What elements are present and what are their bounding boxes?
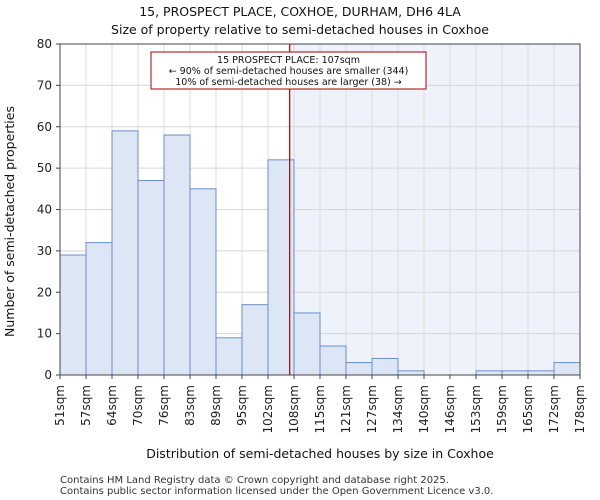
y-tick-label-80: 80 <box>37 37 52 51</box>
annotation-line-2: ← 90% of semi-detached houses are smalle… <box>169 66 409 77</box>
bar-70sqm <box>137 180 165 376</box>
y-tick-label-10: 10 <box>37 327 52 341</box>
y-tick-label-0: 0 <box>44 368 52 382</box>
x-tick-label-102sqm: 102sqm <box>261 385 275 433</box>
bar-165sqm <box>527 370 555 376</box>
bar-121sqm <box>345 362 373 376</box>
y-tick-label-30: 30 <box>37 244 52 258</box>
bar-127sqm <box>371 357 399 376</box>
bar-172sqm <box>553 362 581 376</box>
x-tick-label-108sqm: 108sqm <box>287 385 301 433</box>
x-tick-label-134sqm: 134sqm <box>391 385 405 433</box>
bar-153sqm <box>475 370 503 376</box>
y-tick-label-70: 70 <box>37 78 52 92</box>
x-tick-label-70sqm: 70sqm <box>131 385 145 426</box>
bar-51sqm <box>59 254 87 376</box>
x-tick-label-57sqm: 57sqm <box>79 385 93 426</box>
annotation-line-3: 10% of semi-detached houses are larger (… <box>175 77 402 88</box>
bar-76sqm <box>163 134 191 376</box>
chart-subtitle: Size of property relative to semi-detach… <box>111 22 489 37</box>
x-tick-label-51sqm: 51sqm <box>53 385 67 426</box>
x-tick-label-165sqm: 165sqm <box>521 385 535 433</box>
bar-159sqm <box>501 370 529 376</box>
x-tick-label-159sqm: 159sqm <box>495 385 509 433</box>
bar-89sqm <box>215 337 243 376</box>
x-axis-title: Distribution of semi-detached houses by … <box>146 446 494 461</box>
chart-title: 15, PROSPECT PLACE, COXHOE, DURHAM, DH6 … <box>139 4 461 19</box>
bar-83sqm <box>189 188 217 376</box>
footer-copyright: Contains HM Land Registry data © Crown c… <box>60 475 449 486</box>
y-tick-label-20: 20 <box>37 285 52 299</box>
x-tick-label-89sqm: 89sqm <box>209 385 223 426</box>
x-tick-label-127sqm: 127sqm <box>365 385 379 433</box>
y-tick-label-40: 40 <box>37 203 52 217</box>
bar-134sqm <box>397 370 425 376</box>
x-tick-label-153sqm: 153sqm <box>469 385 483 433</box>
annotation-box <box>150 51 427 90</box>
bar-95sqm <box>241 304 269 376</box>
annotation-line-1: 15 PROSPECT PLACE: 107sqm <box>217 55 360 66</box>
bar-115sqm <box>319 345 347 376</box>
bar-64sqm <box>111 130 139 376</box>
x-tick-label-83sqm: 83sqm <box>183 385 197 426</box>
x-tick-label-121sqm: 121sqm <box>339 385 353 433</box>
x-tick-label-64sqm: 64sqm <box>105 385 119 426</box>
y-tick-label-60: 60 <box>37 120 52 134</box>
x-tick-label-115sqm: 115sqm <box>313 385 327 433</box>
x-tick-label-140sqm: 140sqm <box>417 385 431 433</box>
footer-licence: Contains public sector information licen… <box>60 486 494 497</box>
x-tick-label-95sqm: 95sqm <box>235 385 249 426</box>
bar-57sqm <box>85 242 113 376</box>
x-tick-label-76sqm: 76sqm <box>157 385 171 426</box>
x-tick-label-146sqm: 146sqm <box>443 385 457 433</box>
y-tick-label-50: 50 <box>37 161 52 175</box>
bar-108sqm <box>293 312 321 376</box>
y-axis-title: Number of semi-detached properties <box>2 106 17 337</box>
x-tick-label-172sqm: 172sqm <box>547 385 561 433</box>
x-tick-label-178sqm: 178sqm <box>573 385 587 433</box>
